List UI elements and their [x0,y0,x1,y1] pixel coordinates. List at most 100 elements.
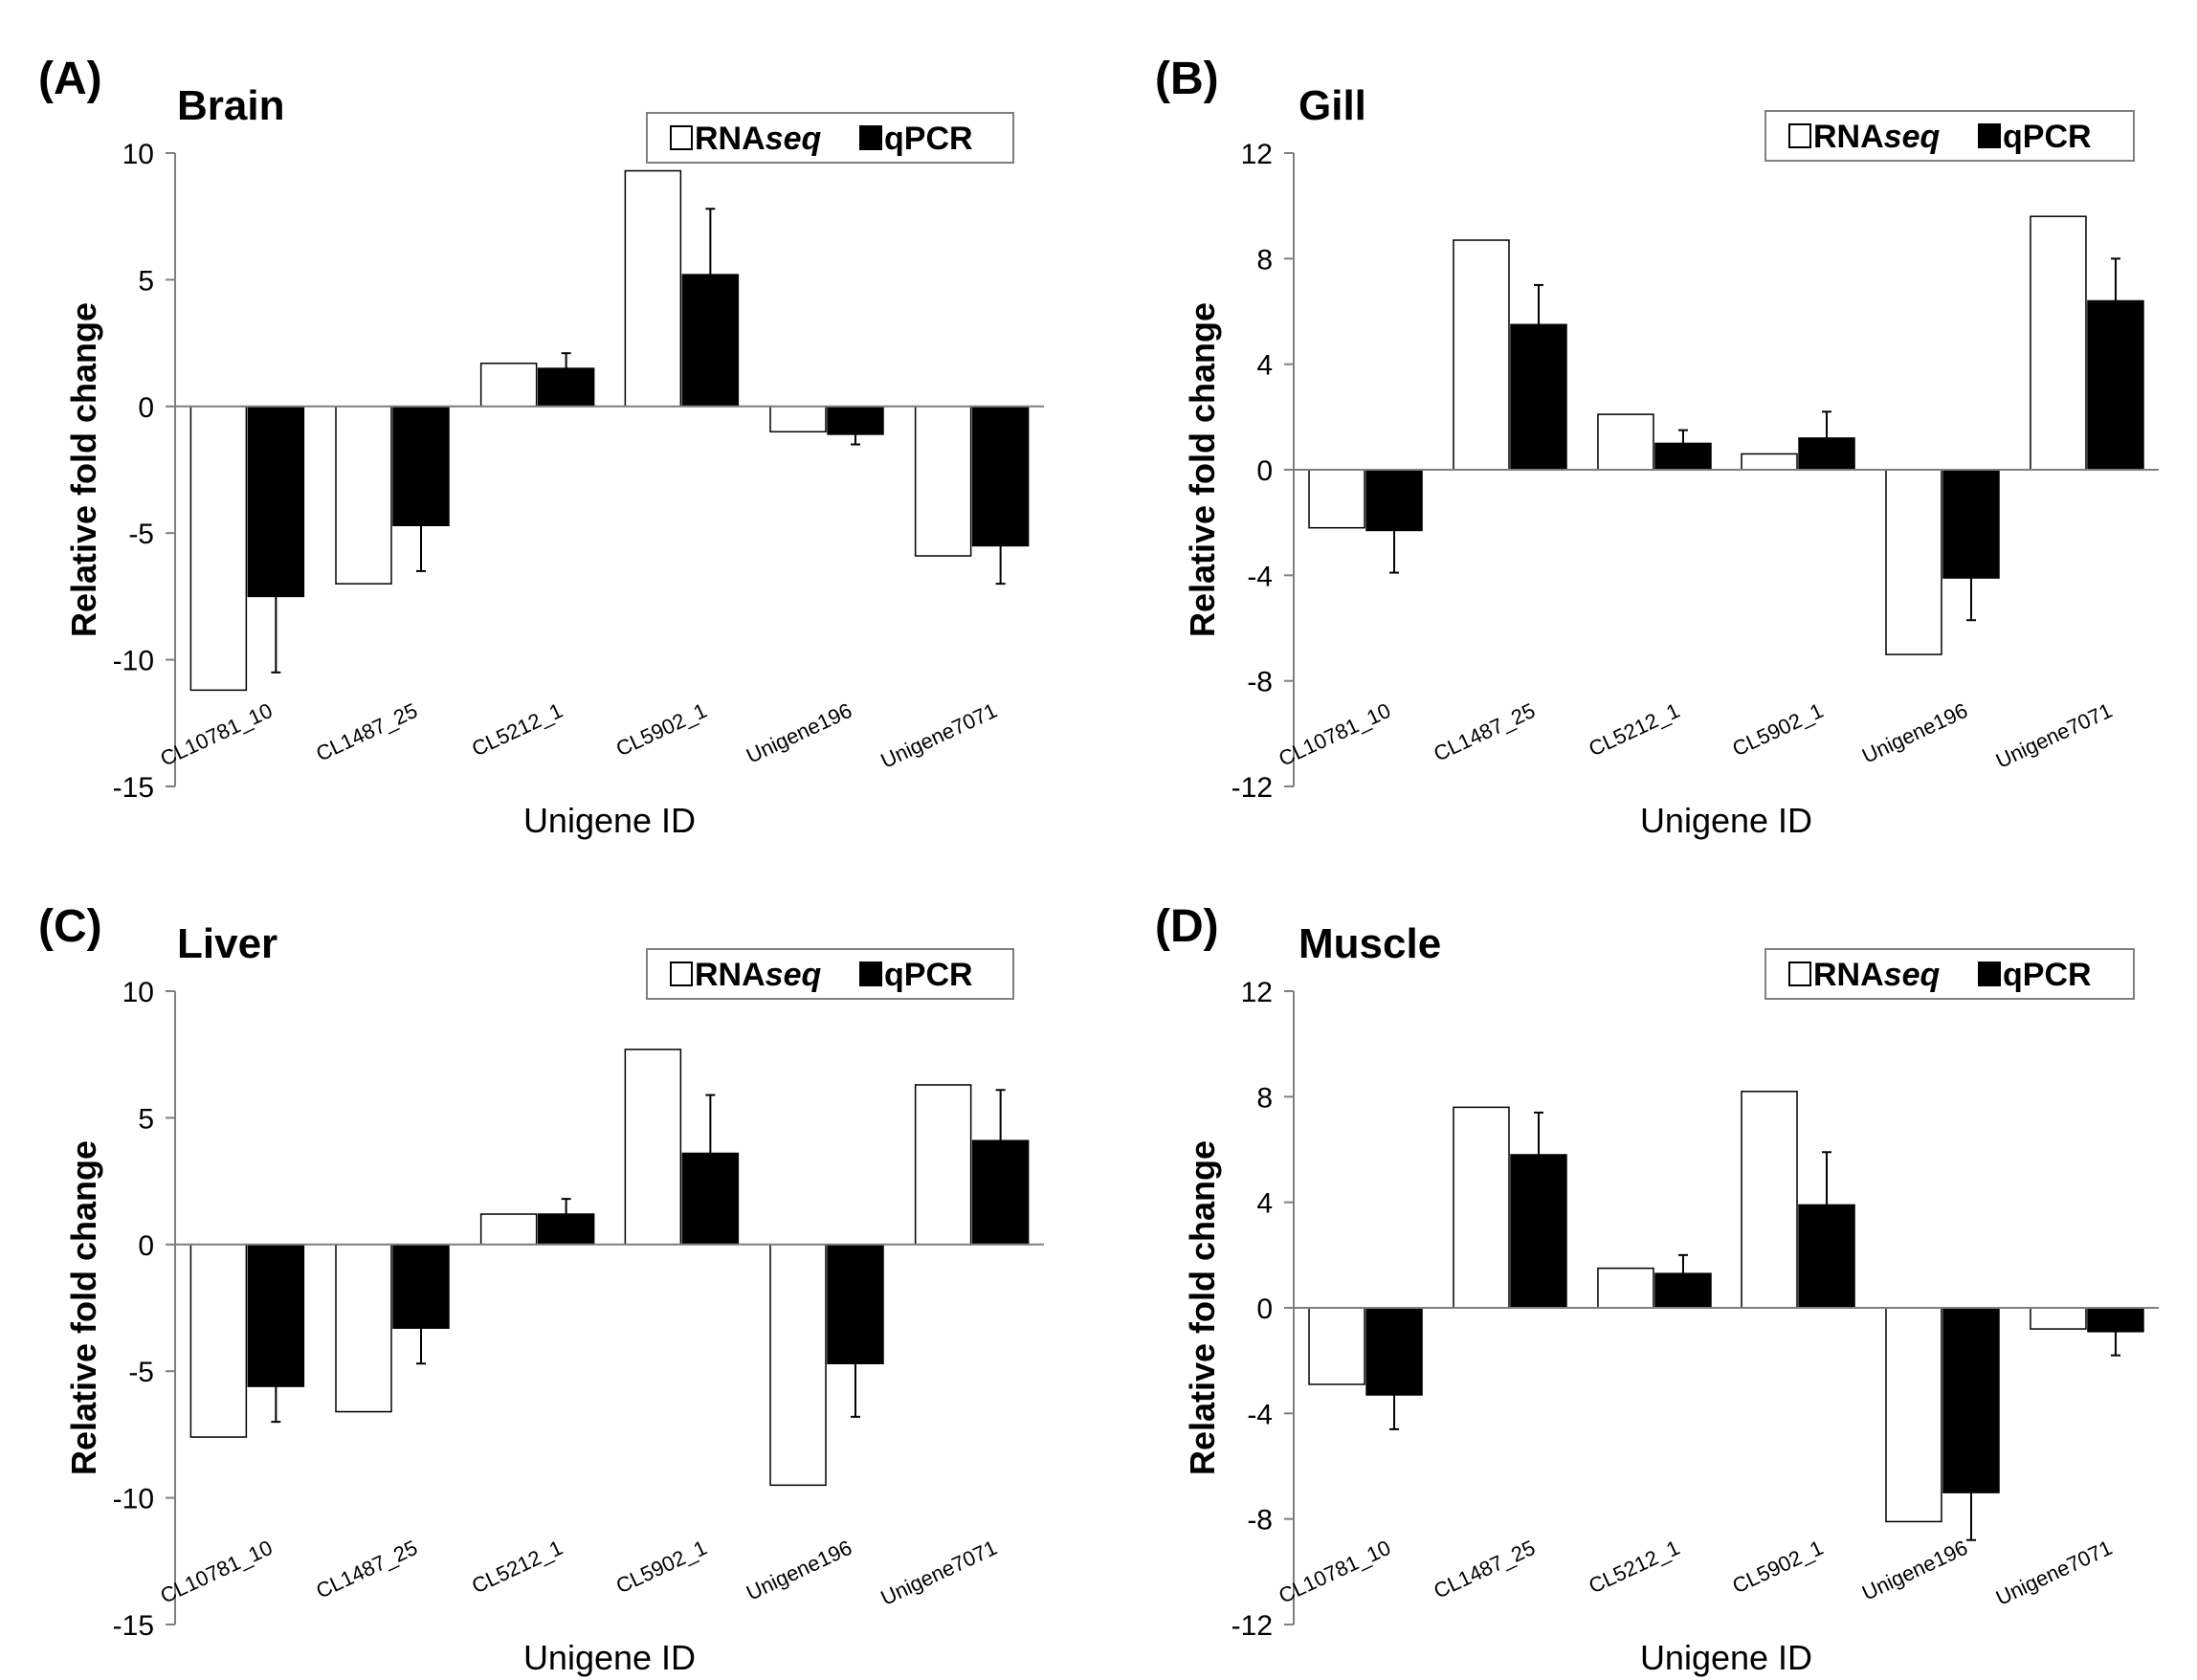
legend-label-seq: seq [766,121,822,157]
legend-swatch-rnaseq [670,962,693,986]
bar-rnaseq [1453,1106,1510,1309]
bar-qpcr [827,1244,884,1365]
panel-letter: (D) [1155,901,1219,952]
x-axis-label: Unigene ID [523,1638,696,1677]
x-tick-label: Unigene196 [743,1536,855,1605]
legend: RNAseq qPCR [646,112,1014,164]
bar-qpcr [392,406,450,527]
legend-swatch-qpcr [1978,962,2001,986]
y-tick-label: 0 [1256,1293,1273,1325]
panel-title: Brain [177,82,284,129]
x-tick-label: CL5902_1 [612,698,711,762]
y-tick-label: 10 [122,139,154,170]
y-tick-label: -15 [113,1610,154,1642]
x-tick-label: Unigene196 [1858,1536,1971,1605]
bar-rnaseq [1741,1091,1798,1309]
bar-rnaseq [479,1213,538,1246]
panel-liver: (C) Liver 10 5 0 -5 -10 -15 Relative fold change… [38,901,1044,1677]
bar-qpcr [392,1244,450,1329]
bar-rnaseq [914,406,972,557]
bar-rnaseq [1308,469,1365,529]
panel-letter: (A) [38,54,102,104]
y-tick-label: -10 [113,646,154,677]
bar-qpcr [681,274,740,408]
legend-label-rna: RNA [1813,957,1884,993]
panel-title: Muscle [1298,920,1441,967]
bar-qpcr [1654,1272,1712,1309]
y-tick-label: 0 [1256,455,1273,487]
bar-qpcr [971,406,1030,547]
bar-rnaseq [335,406,392,585]
legend-label-seq: seq [1884,957,1941,993]
x-tick-label: Unigene7071 [1992,698,2116,773]
y-tick-label: -8 [1247,1505,1273,1536]
panel-muscle: (D) Muscle 12 8 4 0 -4 -8 -12 Relative fold chang… [1155,901,2159,1677]
panel-title: Liver [177,920,277,967]
bar-rnaseq [769,406,827,433]
x-tick-label: CL1487_25 [1430,698,1539,766]
bar-rnaseq [335,1244,392,1413]
y-tick-label: 8 [1256,244,1273,276]
bar-rnaseq [1308,1307,1365,1385]
legend-swatch-rnaseq [1788,962,1811,986]
bar-qpcr [1942,469,2000,579]
x-tick-label: Unigene7071 [1992,1536,2116,1610]
bar-rnaseq [1453,239,1510,471]
y-axis-label: Relative fold change [64,1140,103,1475]
bar-rnaseq [769,1244,827,1487]
legend-box [1764,948,2135,1000]
panel-letter: (B) [1155,54,1219,104]
y-tick-label: -10 [113,1484,154,1515]
legend-label-seq: seq [766,957,822,993]
y-tick-label: -12 [1232,772,1273,804]
bar-qpcr [2087,1307,2144,1333]
x-tick-label: Unigene196 [743,698,855,768]
legend-label-seq: seq [1884,119,1941,155]
legend-label-qpcr: qPCR [884,957,973,993]
bar-qpcr [247,1244,305,1387]
legend-label-rna: RNA [695,957,766,993]
x-tick-label: CL5902_1 [612,1536,711,1599]
bar-qpcr [1798,1204,1855,1309]
panel-brain: (A) Brain 10 5 0 -5 -10 -15 Relative fold change… [38,54,1044,840]
y-tick-label: -12 [1232,1610,1273,1642]
bar-qpcr [1510,1154,1567,1309]
legend-label-rnaseq: RNAseq [1813,957,1940,993]
legend-label-rnaseq: RNAseq [1813,119,1940,155]
legend: RNAseq qPCR [646,948,1014,1000]
bar-rnaseq [2030,215,2087,471]
x-tick-label: CL5212_1 [468,1536,566,1599]
x-tick-label: CL1487_25 [312,698,421,766]
bar-rnaseq [624,169,682,408]
bar-rnaseq [189,1244,248,1438]
bar-rnaseq [1885,469,1942,655]
legend-box [646,112,1014,164]
bar-rnaseq [1885,1307,1942,1523]
panel-letter: (C) [38,901,102,952]
legend-swatch-rnaseq [670,125,693,150]
x-tick-label: CL5212_1 [1585,1536,1683,1599]
legend: RNAseq qPCR [1764,948,2135,1000]
bar-rnaseq [1741,453,1798,471]
y-tick-label: -8 [1247,667,1273,698]
y-tick-label: 8 [1256,1082,1273,1114]
legend-label-qpcr: qPCR [2003,957,2092,993]
y-tick-label: -4 [1247,561,1273,592]
x-tick-label: Unigene7071 [877,698,1001,773]
bar-rnaseq [189,406,248,692]
x-axis-label: Unigene ID [1640,1638,1812,1677]
y-tick-label: 0 [138,1230,154,1262]
x-tick-label: CL1487_25 [1430,1536,1539,1603]
y-tick-label: -4 [1247,1399,1273,1430]
bar-rnaseq [479,363,538,408]
bar-qpcr [2087,299,2144,471]
y-tick-label: 10 [122,977,154,1008]
y-tick-label: -5 [128,1357,154,1388]
bar-qpcr [1942,1307,2000,1493]
y-tick-label: -5 [128,519,154,550]
bar-rnaseq [2030,1307,2087,1330]
x-axis-label: Unigene ID [1640,801,1812,840]
bar-qpcr [247,406,305,598]
legend-swatch-qpcr [859,962,882,986]
